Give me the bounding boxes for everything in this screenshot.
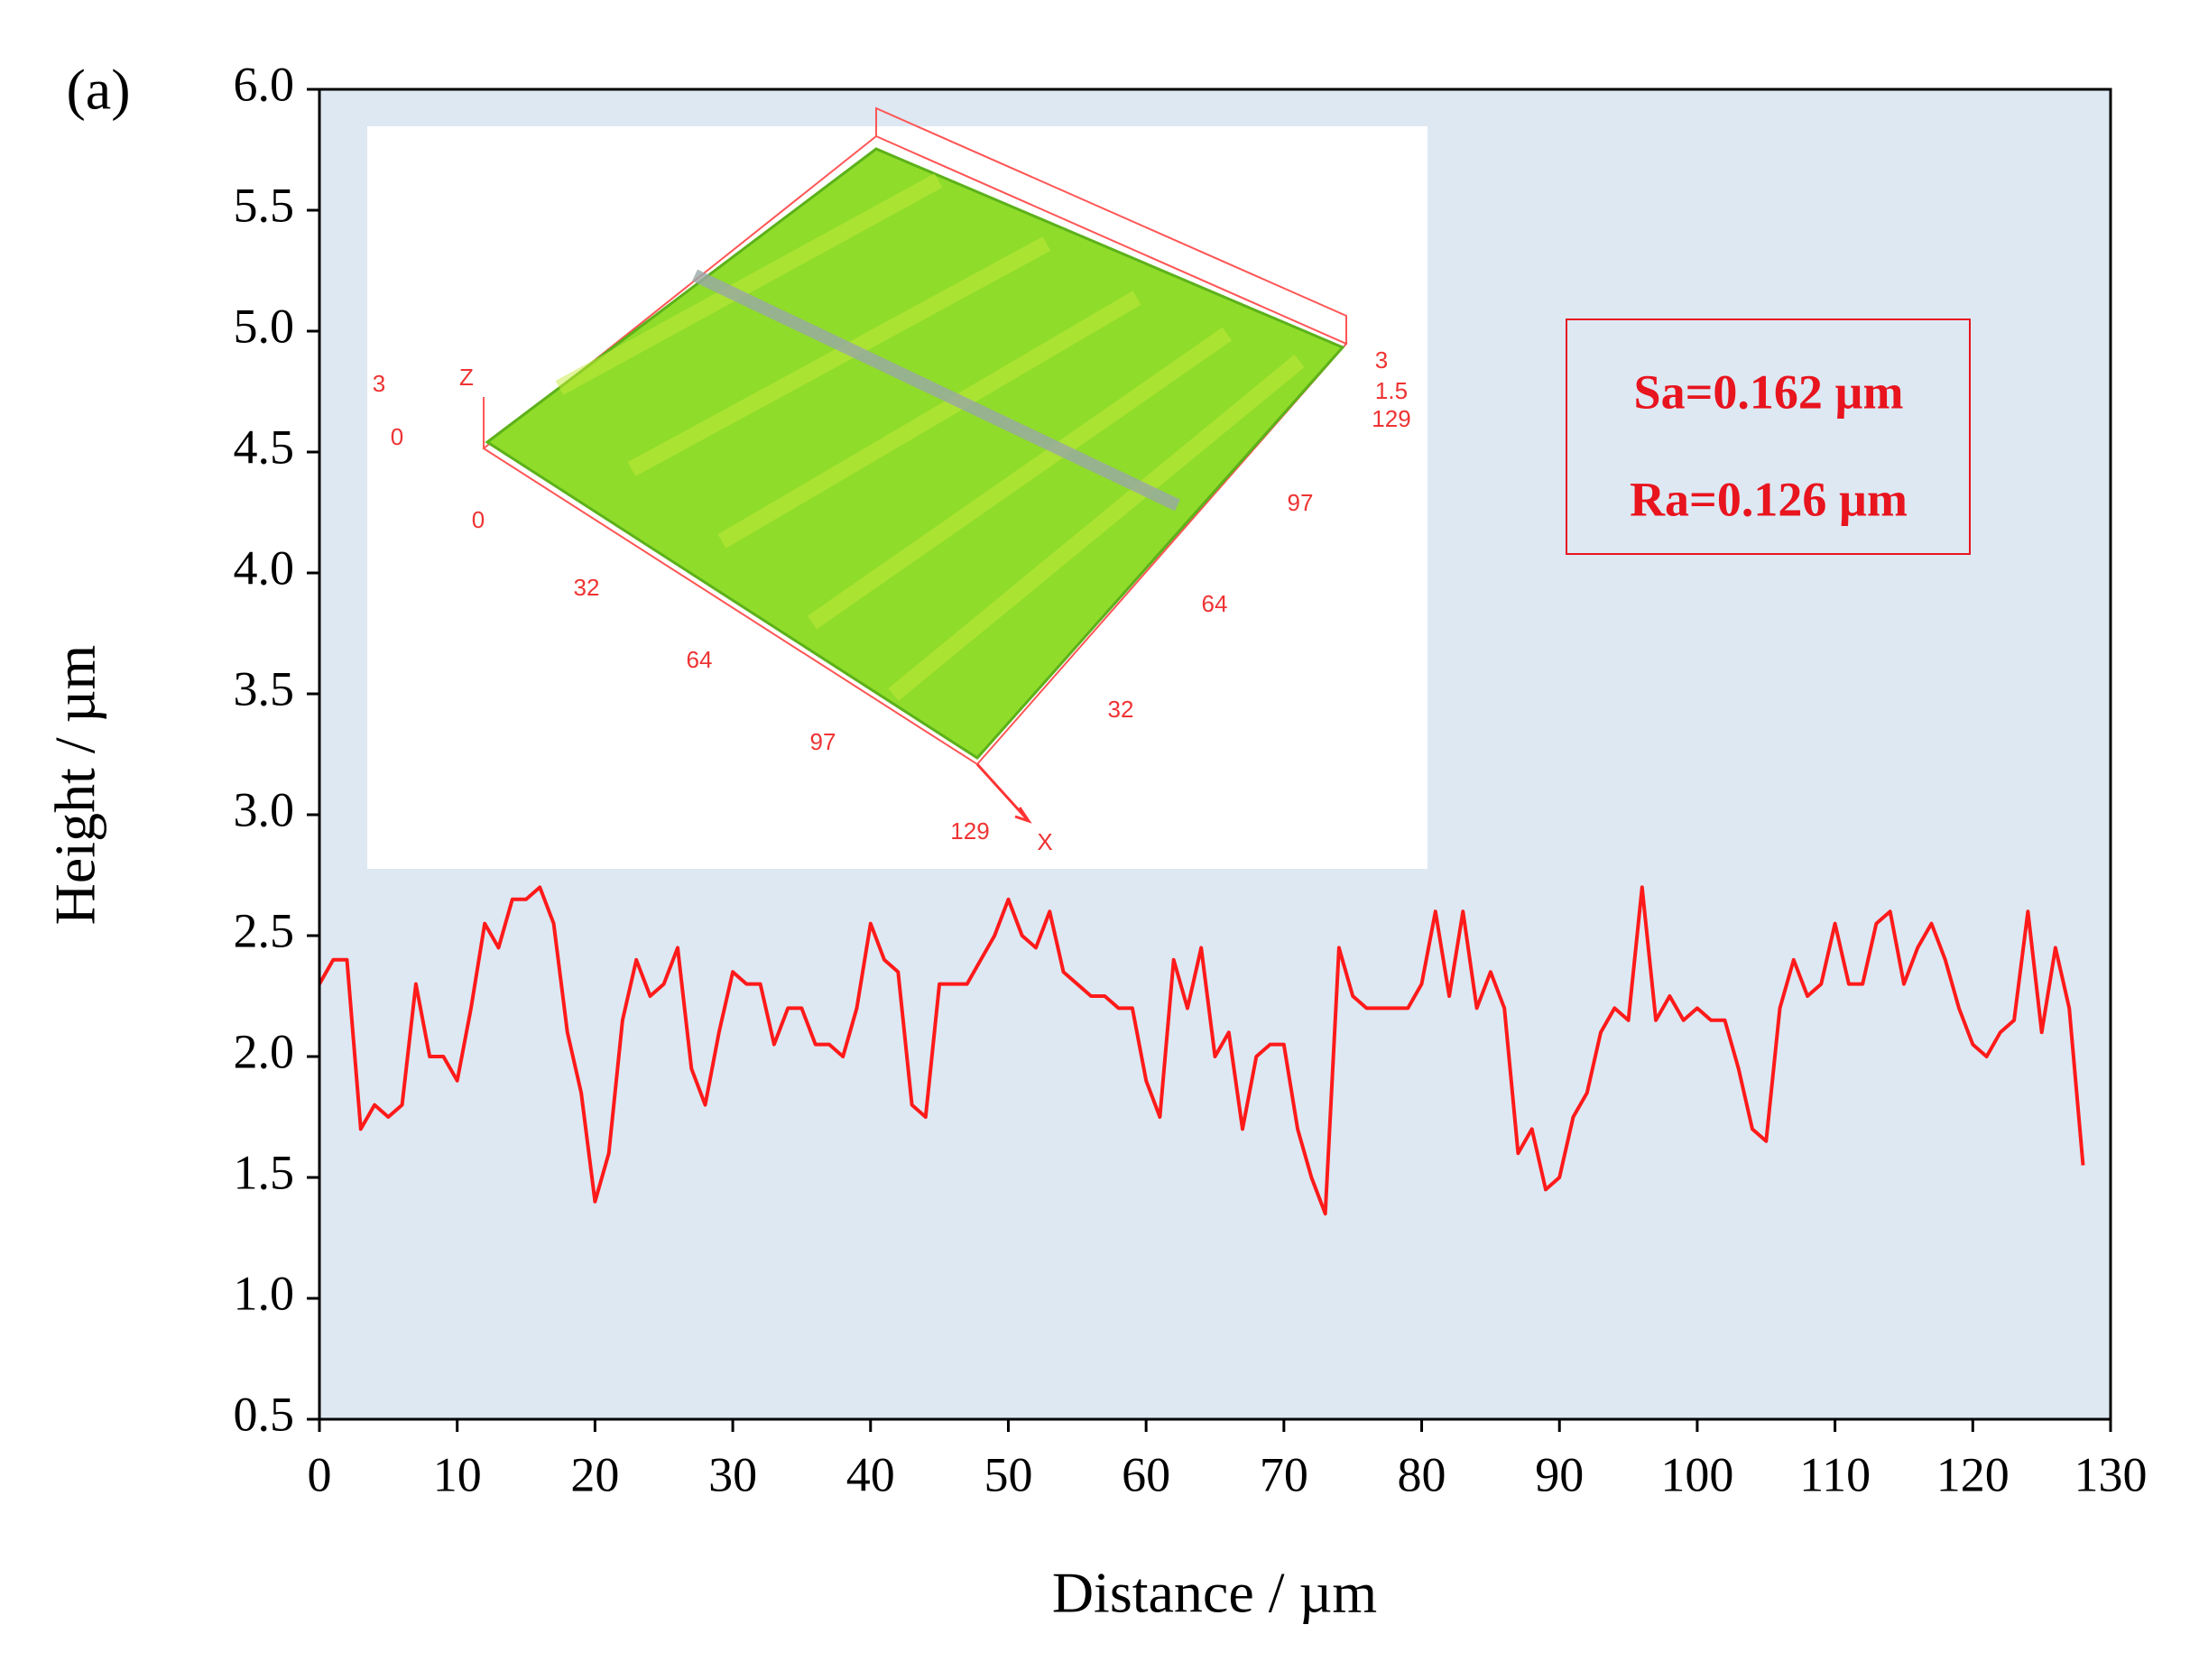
x-tick-label: 120 xyxy=(1936,1447,2010,1501)
y-tick-label: 5.0 xyxy=(234,299,295,353)
inset-label: 0 xyxy=(391,423,403,450)
annotation: Sa=0.162 µm xyxy=(1634,365,1904,419)
x-tick-label: 80 xyxy=(1398,1447,1446,1501)
y-tick-label: 2.5 xyxy=(234,903,295,957)
inset-label: 97 xyxy=(1288,489,1314,516)
inset-section-line xyxy=(691,269,1181,512)
x-tick-label: 70 xyxy=(1260,1447,1308,1501)
x-tick-label: 130 xyxy=(2074,1447,2148,1501)
x-tick-label: 30 xyxy=(708,1447,757,1501)
y-tick-label: 1.0 xyxy=(234,1266,295,1320)
inset-label: 64 xyxy=(687,646,713,673)
x-axis-label: Distance / µm xyxy=(1052,1561,1377,1625)
panel-label: (a) xyxy=(66,58,130,122)
inset-label: 0 xyxy=(472,506,485,533)
y-tick-label: 0.5 xyxy=(234,1387,295,1441)
x-tick-label: 110 xyxy=(1799,1447,1871,1501)
inset-label: 32 xyxy=(1108,696,1134,723)
y-tick-label: 5.5 xyxy=(234,178,295,232)
x-tick-label: 0 xyxy=(308,1447,332,1501)
inset-label: 129 xyxy=(950,817,989,845)
y-tick-label: 4.0 xyxy=(234,540,295,595)
inset-label: 1.5 xyxy=(1375,377,1408,404)
x-tick-label: 50 xyxy=(984,1447,1032,1501)
y-tick-label: 6.0 xyxy=(234,57,295,111)
inset-label: 32 xyxy=(574,574,600,601)
y-tick-label: 3.0 xyxy=(234,782,295,836)
inset-box-edges xyxy=(482,106,1348,766)
y-tick-label: 1.5 xyxy=(234,1145,295,1199)
y-tick-label: 2.0 xyxy=(234,1024,295,1078)
inset-label: 97 xyxy=(810,728,836,755)
inset-surface-texture xyxy=(555,173,1305,701)
y-tick-label: 3.5 xyxy=(234,661,295,715)
inset-label: 3 xyxy=(1375,346,1388,374)
x-tick-label: 60 xyxy=(1122,1447,1170,1501)
x-tick-label: 40 xyxy=(846,1447,895,1501)
inset-label: 3 xyxy=(373,370,385,397)
inset-label: 129 xyxy=(1372,405,1410,432)
inset-label: Z xyxy=(459,364,474,391)
x-tick-label: 20 xyxy=(570,1447,619,1501)
y-axis-label: Height / µm xyxy=(43,645,107,926)
annotation: Ra=0.126 µm xyxy=(1630,472,1908,526)
inset-axis-arrow xyxy=(975,762,1032,824)
y-tick-label: 4.5 xyxy=(234,420,295,474)
plot-frame xyxy=(318,88,2112,1421)
annotation-box xyxy=(1566,318,1971,555)
x-tick-label: 10 xyxy=(433,1447,482,1501)
inset-label: X xyxy=(1037,828,1052,855)
x-tick-label: 90 xyxy=(1535,1447,1584,1501)
data-line xyxy=(318,885,2085,1216)
x-tick-label: 100 xyxy=(1660,1447,1733,1501)
inset-label: 64 xyxy=(1202,590,1228,617)
